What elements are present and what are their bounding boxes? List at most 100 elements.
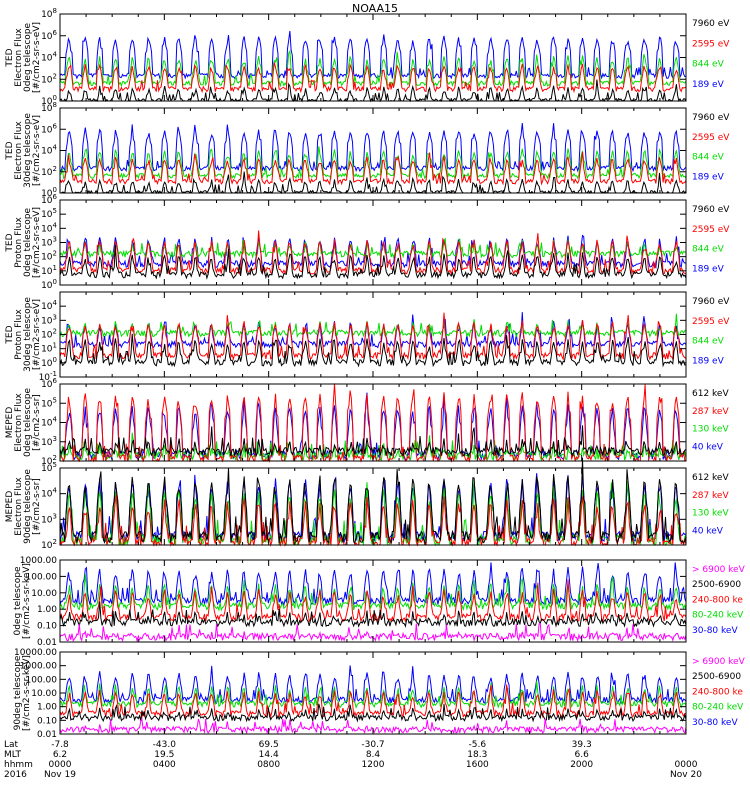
y-axis-label: 90deg telescope <box>23 469 33 544</box>
y-tick-label: 101 <box>41 264 57 277</box>
legend-entry: 240-800 ke <box>692 595 743 605</box>
footer-tick-mlt: 18.3 <box>467 750 487 760</box>
footer-tick-lat: 39.3 <box>572 740 592 750</box>
legend-entry: > 6900 keV <box>692 657 746 667</box>
y-tick-label: 105 <box>41 207 57 220</box>
series-line-2-3 <box>59 146 687 180</box>
y-axis-label: Electron Flux <box>14 121 24 180</box>
y-tick-label: 103 <box>41 435 57 448</box>
y-tick-label: 100.00 <box>26 675 58 685</box>
legend-entry: 189 eV <box>692 172 725 182</box>
series-line-1-4 <box>59 30 687 80</box>
legend-entry: 30-80 keV <box>692 718 738 728</box>
footer-tick-lat: -5.6 <box>469 740 487 750</box>
y-tick-label: 102 <box>41 72 57 85</box>
legend-entry: 844 eV <box>692 337 725 347</box>
panel-frame <box>59 651 687 735</box>
y-tick-label: 100 <box>41 356 57 369</box>
y-tick-label: 0.10 <box>37 716 57 726</box>
legend-entry: 2500-6900 <box>692 672 741 682</box>
series-line-8-5 <box>59 665 687 705</box>
footer-tick-lat: 69.5 <box>259 740 279 750</box>
y-tick-label: 1000.00 <box>20 556 57 566</box>
legend-entry: 844 eV <box>692 153 725 163</box>
footer-tick-mlt: 6.6 <box>575 750 590 760</box>
y-axis-label: Electron Flux <box>14 393 24 452</box>
y-axis-label: 0deg telescope <box>23 208 33 278</box>
y-tick-label: 0.10 <box>37 622 57 632</box>
series-line-7-3 <box>59 579 687 624</box>
y-tick-label: 103 <box>41 236 57 249</box>
series-line-2-4 <box>59 122 687 173</box>
series-line-2-2 <box>59 151 687 186</box>
footer-tick-hhmm: 0800 <box>257 760 280 770</box>
y-axis-label: Proton Flux <box>14 309 24 360</box>
y-tick-label: 0.01 <box>37 638 57 648</box>
series-line-7-4 <box>59 574 687 612</box>
footer-tick-lat: -43.0 <box>153 740 177 750</box>
y-tick-label: 104 <box>41 221 57 234</box>
y-tick-label: 102 <box>41 250 57 263</box>
legend-entry: 80-240 keV <box>692 611 744 621</box>
legend-entry: 844 eV <box>692 60 725 70</box>
y-tick-label: 104 <box>41 416 57 429</box>
footer-row-label: hhmm <box>4 760 33 770</box>
y-axis-label: TED <box>5 233 15 252</box>
legend-entry: 240-800 ke <box>692 687 743 697</box>
footer-tick-date: Nov 20 <box>670 770 702 780</box>
legend-entry: 80-240 keV <box>692 703 744 713</box>
legend-entry: 130 keV <box>692 509 729 519</box>
footer-tick-mlt: 19.5 <box>154 750 174 760</box>
y-axis-label: TED <box>5 48 15 67</box>
y-axis-label: 0deg telescope <box>13 566 23 636</box>
y-tick-label: 10.00 <box>31 689 57 699</box>
y-tick-label: 106 <box>41 29 57 42</box>
series-line-1-3 <box>59 49 687 88</box>
legend-entry: 844 eV <box>692 245 725 255</box>
series-line-5-1 <box>59 425 687 458</box>
footer-tick-mlt: 6.2 <box>53 750 67 760</box>
legend-entry: 40 keV <box>692 442 724 452</box>
series-line-4-4 <box>59 312 687 350</box>
y-axis-label: [#/cm2-sr-s-eV] <box>32 299 42 370</box>
y-axis-label: 90deg telescope <box>13 655 23 730</box>
y-axis-label: [#/cm2-s-sr-keV] <box>22 655 32 731</box>
footer-tick-mlt: 14.4 <box>259 750 279 760</box>
y-tick-label: 105 <box>41 396 57 409</box>
y-tick-label: 1000.00 <box>20 662 57 672</box>
y-tick-label: 100.00 <box>26 572 58 582</box>
y-axis-label: [#/cm2-s-sr] <box>32 394 42 451</box>
footer-row-label: MLT <box>4 750 22 760</box>
y-tick-label: 101 <box>41 342 57 355</box>
panel-8: 0.01 0.10 1.00 10.00 100.00 1000.00 10000.0090… <box>13 648 746 740</box>
legend-entry: 189 eV <box>692 264 725 274</box>
y-axis-label: TED <box>5 141 15 160</box>
footer-row-label: 2016 <box>4 770 27 780</box>
y-axis-label: 0deg telescope <box>23 23 33 93</box>
y-axis-label: MEPED <box>5 491 15 523</box>
legend-entry: 612 keV <box>692 473 729 483</box>
footer-tick-hhmm: 1600 <box>466 760 489 770</box>
panel-frame <box>59 291 687 378</box>
series-line-4-1 <box>59 333 687 368</box>
y-axis-label: Proton Flux <box>14 217 24 268</box>
y-axis-label: 0deg telescope <box>23 388 33 458</box>
y-axis-label: [#/cm2-sr-s-eV] <box>32 207 42 278</box>
legend-entry: 2595 eV <box>692 317 730 327</box>
legend-entry: 30-80 keV <box>692 626 738 636</box>
y-axis-label: 30deg telescope <box>23 297 33 372</box>
y-tick-label: 108 <box>41 7 57 20</box>
y-axis-label: TED <box>5 325 15 344</box>
series-line-3-3 <box>59 237 687 259</box>
footer-tick-hhmm: 1200 <box>362 760 385 770</box>
footer-tick-lat: -7.8 <box>51 740 69 750</box>
legend-entry: 287 keV <box>692 491 729 501</box>
y-axis-label: [#/cm2-s-sr-keV] <box>22 563 32 639</box>
legend-entry: 7960 eV <box>692 19 730 29</box>
